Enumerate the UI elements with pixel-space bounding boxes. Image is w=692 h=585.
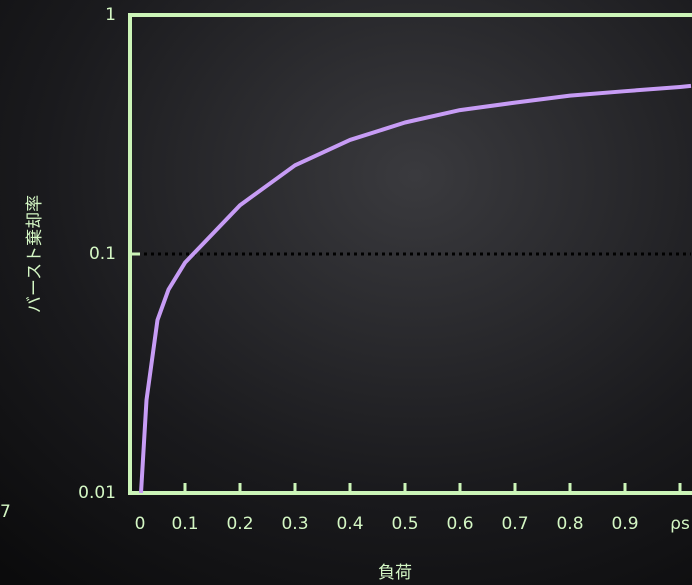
- chart: 7 負荷 バースト棄却率 0.01 0.1 1 0 0.1 0.2 0.3 0.4 0.5 0.6…: [0, 0, 692, 585]
- x-tick-label: 0.5: [391, 514, 418, 534]
- y-axis-label: バースト棄却率: [25, 195, 45, 313]
- x-tick-label: 0.3: [281, 514, 308, 534]
- x-tick-label: 0.6: [446, 514, 473, 534]
- x-tick-label: 0.9: [611, 514, 638, 534]
- x-tick-label: 0: [135, 514, 146, 534]
- y-tick-label: 1: [105, 5, 116, 25]
- x-tick-label: 0.2: [226, 514, 253, 534]
- x-axis-label: 負荷: [378, 563, 412, 583]
- side-text: 7: [0, 502, 11, 522]
- x-tick-label: 0.4: [336, 514, 363, 534]
- x-tick-label: ρs: [670, 514, 690, 534]
- x-tick-label: 0.1: [171, 514, 198, 534]
- x-tick-label: 0.8: [556, 514, 583, 534]
- y-tick-label: 0.1: [89, 244, 116, 264]
- x-tick-label: 0.7: [501, 514, 528, 534]
- y-tick-label: 0.01: [78, 483, 116, 503]
